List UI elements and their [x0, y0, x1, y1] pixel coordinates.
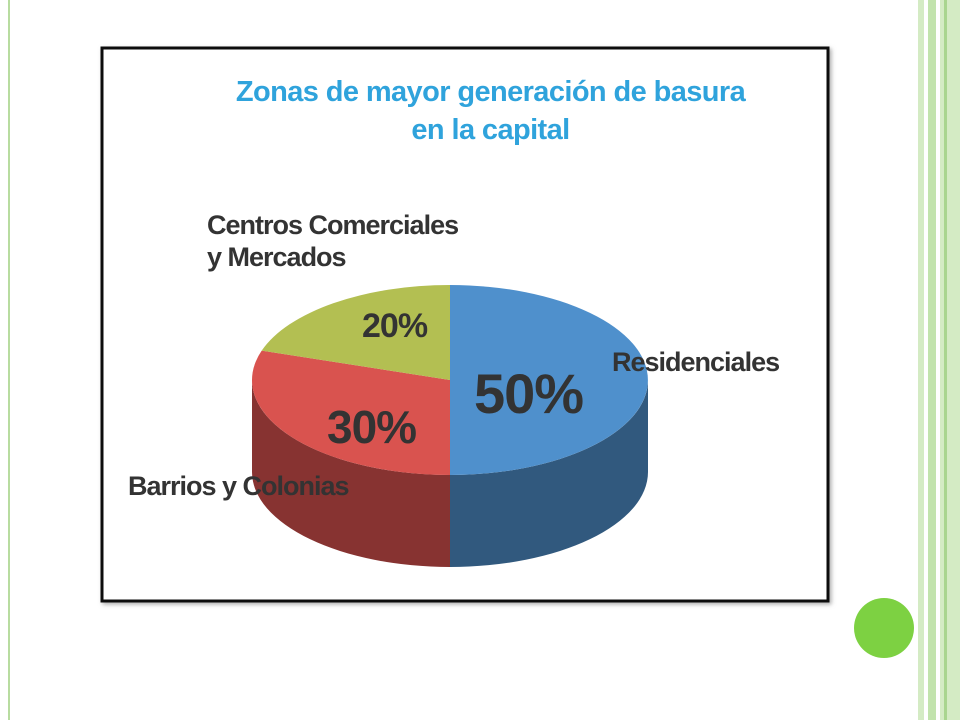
- right-stripe: [944, 0, 947, 720]
- pie-slice-side: [450, 380, 648, 567]
- value-label: 30%: [327, 401, 417, 453]
- category-label: Residenciales: [612, 347, 780, 377]
- category-label: Barrios y Colonias: [128, 471, 350, 501]
- bullet-circle: [854, 598, 914, 658]
- pie-slice: [450, 285, 648, 475]
- pie-slice: [252, 350, 450, 475]
- pie-slice-side: [252, 380, 450, 567]
- pie: [252, 285, 648, 567]
- category-label: Centros Comerciales y Mercados: [207, 210, 459, 273]
- chart-title: Zonas de mayor generación de basura en l…: [235, 76, 746, 146]
- pie-slice: [261, 285, 450, 380]
- right-stripe: [918, 0, 924, 720]
- right-stripe: [928, 0, 936, 720]
- right-stripe: [940, 0, 960, 720]
- value-label: 50%: [474, 362, 584, 425]
- value-label: 20%: [362, 307, 428, 345]
